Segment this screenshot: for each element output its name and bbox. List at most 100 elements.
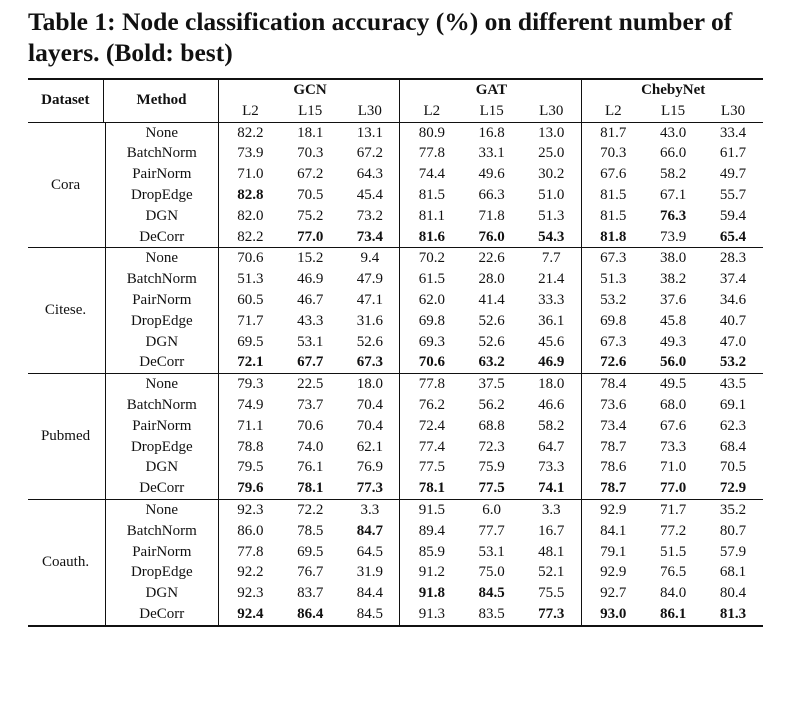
accuracy-cell: 72.4 [418, 417, 445, 434]
accuracy-cell: 69.8 [600, 312, 627, 329]
accuracy-cell: 67.7 [280, 352, 341, 375]
accuracy-cell: 80.4 [719, 585, 747, 602]
accuracy-cell: 75.9 [478, 459, 505, 476]
accuracy-cell: 92.9 [600, 501, 627, 518]
accuracy-cell: 33.3 [538, 291, 565, 308]
accuracy-cell: 74.1 [521, 478, 582, 500]
method-name: PairNorm [104, 164, 219, 185]
accuracy-cell: 73.9 [237, 145, 264, 162]
accuracy-cell: 3.3 [541, 501, 561, 518]
accuracy-cell: 75.2 [297, 207, 324, 224]
accuracy-cell: 61.5 [418, 271, 445, 288]
header-row-layers: L2 L15 L30 L2 L15 L30 L2 L15 L30 [28, 100, 763, 123]
accuracy-cell: 63.2 [461, 352, 522, 375]
accuracy-cell: 49.7 [719, 166, 747, 183]
table-row: DropEdge 78.8 74.0 62.1 77.4 72.3 64.7 78.7 73.3… [28, 436, 763, 458]
method-name: DGN [104, 205, 219, 227]
header-row-groups: Dataset Method GCN GAT ChebyNet [28, 79, 763, 123]
method-name: DropEdge [104, 184, 219, 206]
accuracy-cell: 76.7 [297, 564, 324, 581]
group-header-chebynet: ChebyNet [641, 82, 706, 98]
accuracy-cell: 67.1 [659, 186, 687, 203]
accuracy-cell: 6.0 [482, 501, 502, 518]
accuracy-cell: 47.1 [356, 291, 383, 308]
accuracy-cell: 73.4 [600, 417, 627, 434]
accuracy-cell: 16.7 [538, 522, 565, 539]
accuracy-cell: 58.2 [538, 417, 565, 434]
accuracy-cell: 56.0 [643, 352, 704, 375]
accuracy-cell: 62.0 [418, 291, 445, 308]
method-name: BatchNorm [104, 520, 219, 542]
method-name: DGN [104, 457, 219, 479]
accuracy-cell: 61.7 [719, 145, 747, 162]
accuracy-cell: 76.5 [659, 564, 687, 581]
layer-header-chebynet-l30: L30 [703, 100, 763, 123]
accuracy-cell: 38.2 [659, 271, 687, 288]
accuracy-cell: 84.4 [356, 585, 383, 602]
accuracy-cell: 47.0 [719, 333, 747, 350]
accuracy-cell: 36.1 [538, 312, 565, 329]
accuracy-cell: 73.3 [659, 438, 687, 455]
accuracy-cell: 68.0 [659, 396, 687, 413]
accuracy-cell: 28.0 [478, 271, 505, 288]
method-header: Method [136, 92, 187, 109]
table-row: PairNorm 77.8 69.5 64.5 85.9 53.1 48.1 79.1 51.5… [28, 541, 763, 563]
accuracy-cell: 33.1 [478, 145, 505, 162]
accuracy-cell: 78.4 [600, 376, 627, 393]
accuracy-cell: 78.7 [600, 438, 627, 455]
accuracy-cell: 71.8 [478, 207, 505, 224]
accuracy-cell: 81.6 [401, 226, 462, 249]
layer-header-gat-l15: L15 [461, 100, 522, 123]
accuracy-cell: 3.3 [360, 501, 380, 518]
accuracy-cell: 67.3 [600, 250, 627, 267]
accuracy-cell: 77.7 [478, 522, 505, 539]
table-row: Cora None 82.2 18.1 13.1 80.9 16.8 13.0 81.7 43.0… [28, 122, 763, 249]
accuracy-cell: 62.1 [356, 438, 383, 455]
accuracy-cell: 86.1 [643, 603, 704, 627]
accuracy-cell: 68.4 [719, 438, 747, 455]
accuracy-cell: 77.3 [340, 478, 400, 500]
accuracy-cell: 92.3 [237, 501, 264, 518]
table-row: PairNorm 60.5 46.7 47.1 62.0 41.4 33.3 53.2 37.6… [28, 289, 763, 311]
accuracy-cell: 73.2 [356, 207, 383, 224]
table-row: DropEdge 71.7 43.3 31.6 69.8 52.6 36.1 69.8 45.8… [28, 310, 763, 332]
accuracy-cell: 77.8 [418, 145, 445, 162]
accuracy-cell: 28.3 [719, 250, 747, 267]
accuracy-cell: 58.2 [659, 166, 687, 183]
accuracy-cell: 31.9 [356, 564, 383, 581]
accuracy-cell: 78.1 [280, 478, 341, 500]
accuracy-cell: 92.9 [600, 564, 627, 581]
table-row: DGN 82.0 75.2 73.2 81.1 71.8 51.3 81.5 76.3 59.4 [28, 205, 763, 227]
dataset-header: Dataset [41, 92, 90, 109]
method-name: BatchNorm [104, 143, 219, 165]
accuracy-cell: 76.3 [659, 207, 687, 224]
accuracy-cell: 73.7 [297, 396, 324, 413]
accuracy-cell: 77.5 [418, 459, 445, 476]
accuracy-cell: 37.4 [719, 271, 747, 288]
accuracy-cell: 84.7 [356, 522, 383, 539]
accuracy-cell: 51.0 [538, 186, 565, 203]
accuracy-cell: 91.8 [418, 585, 445, 602]
accuracy-cell: 75.5 [538, 585, 565, 602]
table-row: Citese. None 70.6 15.2 9.4 70.2 22.6 7.7 67.3 38.… [28, 247, 763, 375]
dataset-name: Cora [28, 122, 104, 249]
accuracy-cell: 86.4 [280, 603, 341, 627]
method-name: DGN [104, 331, 219, 353]
accuracy-cell: 59.4 [719, 207, 747, 224]
accuracy-cell: 82.2 [237, 124, 264, 141]
method-name: PairNorm [104, 415, 219, 437]
accuracy-cell: 68.1 [719, 564, 747, 581]
accuracy-cell: 40.7 [719, 312, 747, 329]
accuracy-cell: 81.3 [703, 603, 763, 627]
accuracy-cell: 53.2 [703, 352, 763, 375]
accuracy-cell: 9.4 [360, 250, 380, 267]
accuracy-cell: 47.9 [356, 271, 383, 288]
accuracy-cell: 78.7 [583, 478, 644, 500]
accuracy-cell: 46.6 [538, 396, 565, 413]
accuracy-cell: 7.7 [541, 250, 561, 267]
accuracy-cell: 37.6 [659, 291, 687, 308]
accuracy-cell: 60.5 [237, 291, 264, 308]
accuracy-cell: 73.6 [600, 396, 627, 413]
accuracy-cell: 64.3 [356, 166, 383, 183]
accuracy-cell: 45.4 [356, 186, 383, 203]
